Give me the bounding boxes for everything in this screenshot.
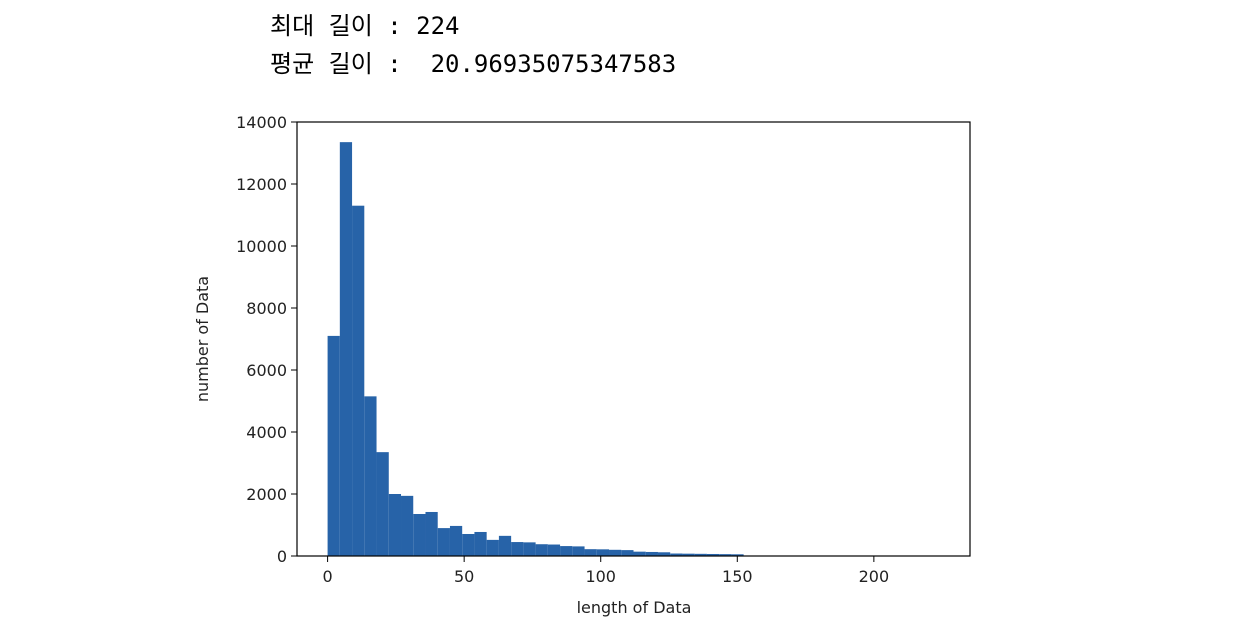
y-tick-label: 14000: [236, 113, 287, 132]
bar: [657, 552, 671, 556]
bar: [547, 544, 561, 556]
x-tick-label: 100: [585, 567, 616, 586]
y-axis-label: number of Data: [193, 276, 212, 402]
bar: [437, 528, 450, 556]
x-tick-label: 50: [454, 567, 474, 586]
bar: [376, 452, 389, 556]
x-tick-label: 200: [859, 567, 890, 586]
x-tick-label: 150: [722, 567, 753, 586]
bar: [511, 542, 524, 556]
console-line: 평균 길이 : 20.96935075347583: [270, 50, 677, 78]
bar: [523, 542, 536, 556]
bar: [535, 544, 548, 556]
bar: [633, 551, 646, 556]
bar: [694, 553, 707, 556]
bar: [352, 205, 365, 556]
bar: [339, 142, 353, 556]
bar: [609, 549, 622, 556]
bar: [670, 553, 683, 556]
bar: [425, 511, 438, 556]
bar: [682, 553, 695, 556]
bar: [462, 533, 475, 556]
bar: [560, 546, 573, 556]
bar: [413, 513, 426, 556]
y-tick-label: 2000: [246, 485, 287, 504]
bar: [596, 549, 610, 556]
bar: [388, 494, 402, 556]
console-line: 최대 길이 : 224: [270, 12, 460, 40]
bar: [364, 396, 377, 556]
bar: [621, 550, 634, 556]
bar: [327, 335, 340, 556]
y-tick-label: 0: [277, 547, 287, 566]
bar: [584, 549, 597, 556]
x-axis-label: length of Data: [577, 598, 692, 617]
bar: [572, 546, 585, 556]
bar: [486, 539, 499, 556]
bar: [401, 495, 414, 556]
y-tick-label: 8000: [246, 299, 287, 318]
x-tick-label: 0: [322, 567, 332, 586]
bar: [731, 554, 744, 556]
y-tick-label: 12000: [236, 175, 287, 194]
y-tick-label: 4000: [246, 423, 287, 442]
bar: [645, 551, 658, 556]
axes-frame: [296, 121, 971, 557]
bar: [474, 531, 487, 556]
bar: [449, 525, 463, 556]
y-tick-label: 6000: [246, 361, 287, 380]
bar: [498, 535, 512, 556]
y-tick-label: 10000: [236, 237, 287, 256]
bar: [719, 554, 732, 556]
bar: [706, 553, 720, 556]
